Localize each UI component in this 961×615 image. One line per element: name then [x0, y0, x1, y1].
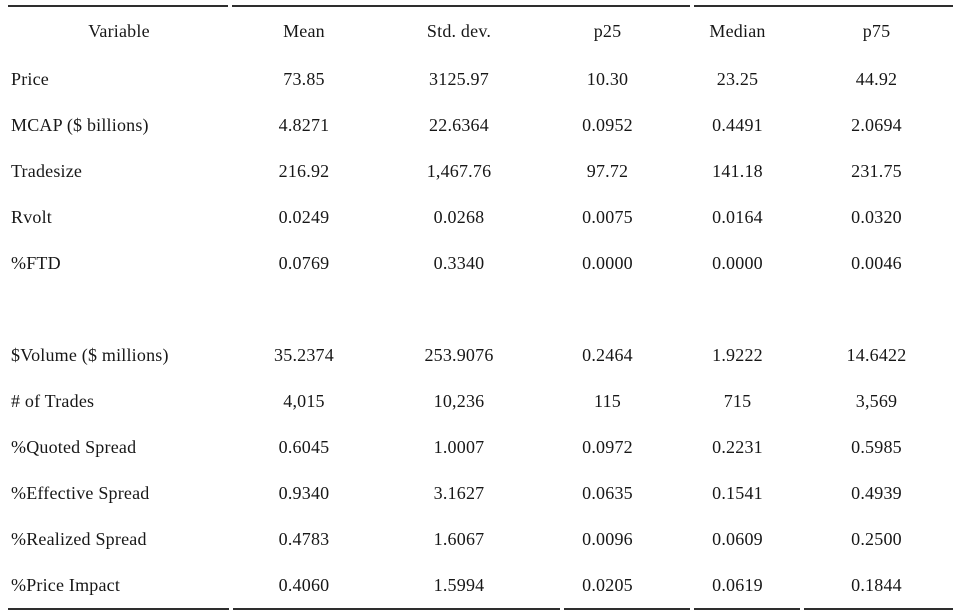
row-label: Price — [11, 68, 49, 89]
table-cell: 253.9076 — [424, 344, 494, 365]
table-cell: 0.2464 — [582, 344, 633, 365]
table-row: %Effective Spread 0.9340 3.1627 0.0635 0.154… — [8, 470, 953, 516]
table-cell: 0.1541 — [712, 482, 763, 503]
table-cell: 0.0320 — [851, 206, 902, 227]
table-row: %Quoted Spread 0.6045 1.0007 0.0972 0.2231 0.… — [8, 424, 953, 470]
table-cell: 3,569 — [855, 390, 898, 411]
table-header-row: Variable Mean Std. dev. p25 Median p75 — [8, 7, 953, 56]
table-cell: 73.85 — [283, 68, 325, 89]
table-cell: 22.6364 — [429, 114, 489, 135]
table-row: # of Trades 4,015 10,236 115 715 3,569 — [8, 378, 953, 424]
table-row: $Volume ($ millions) 35.2374 253.9076 0.246… — [8, 332, 953, 378]
table-row: Rvolt 0.0249 0.0268 0.0075 0.0164 0.0320 — [8, 194, 953, 240]
table-cell: 0.0952 — [582, 114, 633, 135]
table-row: Price 73.85 3125.97 10.30 23.25 44.92 — [8, 56, 953, 102]
row-label: %FTD — [11, 252, 61, 273]
table-cell: 2.0694 — [851, 114, 902, 135]
table-spacer-row — [8, 286, 953, 332]
table-cell: 97.72 — [586, 160, 629, 181]
table-cell: 3.1627 — [433, 482, 485, 503]
row-label: Tradesize — [11, 160, 83, 181]
table-cell: 0.4939 — [851, 482, 902, 503]
table-cell: 23.25 — [716, 68, 759, 89]
table-cell: 0.4783 — [278, 528, 330, 549]
table-cell: 0.2231 — [712, 436, 763, 457]
table-cell: 10,236 — [433, 390, 485, 411]
column-header-std-dev: Std. dev. — [426, 21, 492, 41]
table-cell: 715 — [723, 390, 752, 411]
table-row: Tradesize 216.92 1,467.76 97.72 141.18 231.75 — [8, 148, 953, 194]
table-body: Price 73.85 3125.97 10.30 23.25 44.92 MCAP ($ … — [8, 56, 953, 608]
column-header-p25: p25 — [593, 21, 622, 41]
table-cell: 115 — [594, 390, 621, 411]
table-cell: 1.0007 — [433, 436, 485, 457]
row-label: $Volume ($ millions) — [11, 344, 169, 365]
row-label: Rvolt — [11, 206, 53, 227]
table-cell: 35.2374 — [274, 344, 334, 365]
table-top-rule — [8, 5, 953, 7]
table-cell: 0.5985 — [851, 436, 902, 457]
table-cell: 0.0249 — [278, 206, 330, 227]
table-cell: 216.92 — [278, 160, 330, 181]
table-row: MCAP ($ billions) 4.8271 22.6364 0.0952 0.44… — [8, 102, 953, 148]
table-row: %Price Impact 0.4060 1.5994 0.0205 0.0619 0.1… — [8, 562, 953, 608]
table-cell: 0.0635 — [582, 482, 633, 503]
row-label: %Realized Spread — [11, 528, 147, 549]
table-cell: 0.0096 — [582, 528, 633, 549]
row-label: # of Trades — [11, 390, 95, 411]
row-label: %Effective Spread — [11, 482, 150, 503]
summary-statistics-table: Variable Mean Std. dev. p25 Median p75 P… — [8, 5, 953, 610]
table-cell: 0.6045 — [278, 436, 330, 457]
table-cell: 1,467.76 — [426, 160, 492, 181]
table-cell: 0.0075 — [582, 206, 633, 227]
table-cell: 0.4491 — [712, 114, 763, 135]
table-cell: 0.0769 — [278, 252, 330, 273]
table-cell: 10.30 — [586, 68, 629, 89]
row-label: %Price Impact — [11, 574, 121, 595]
table-cell: 0.2500 — [851, 528, 902, 549]
table-cell: 0.3340 — [433, 252, 485, 273]
table-cell: 1.9222 — [712, 344, 763, 365]
table-bottom-rule — [8, 608, 953, 610]
table-cell: 0.0046 — [851, 252, 902, 273]
table-cell: 44.92 — [855, 68, 898, 89]
table-row: %Realized Spread 0.4783 1.6067 0.0096 0.0609… — [8, 516, 953, 562]
column-header-median: Median — [709, 21, 766, 41]
table-cell: 4.8271 — [278, 114, 330, 135]
table-cell: 1.5994 — [433, 574, 485, 595]
column-header-p75: p75 — [862, 21, 891, 41]
table-cell: 1.6067 — [433, 528, 485, 549]
table-cell: 4,015 — [283, 390, 325, 411]
table-cell: 0.0268 — [433, 206, 485, 227]
row-label: MCAP ($ billions) — [11, 114, 149, 135]
table-cell: 0.0609 — [712, 528, 763, 549]
table-cell: 3125.97 — [429, 68, 489, 89]
table-cell: 0.0000 — [582, 252, 633, 273]
table-cell: 0.0619 — [712, 574, 763, 595]
table-cell: 0.1844 — [851, 574, 902, 595]
table-cell: 0.0205 — [582, 574, 633, 595]
table-cell: 0.0972 — [582, 436, 633, 457]
column-header-mean: Mean — [283, 21, 325, 41]
table-cell: 0.4060 — [278, 574, 330, 595]
table-cell: 14.6422 — [846, 344, 907, 365]
table-cell: 0.0164 — [712, 206, 763, 227]
table-cell: 231.75 — [851, 160, 902, 181]
column-header-variable: Variable — [88, 21, 150, 41]
table-cell: 141.18 — [712, 160, 763, 181]
table-cell: 0.9340 — [278, 482, 330, 503]
row-label: %Quoted Spread — [11, 436, 137, 457]
table-row: %FTD 0.0769 0.3340 0.0000 0.0000 0.0046 — [8, 240, 953, 286]
table-cell: 0.0000 — [712, 252, 763, 273]
